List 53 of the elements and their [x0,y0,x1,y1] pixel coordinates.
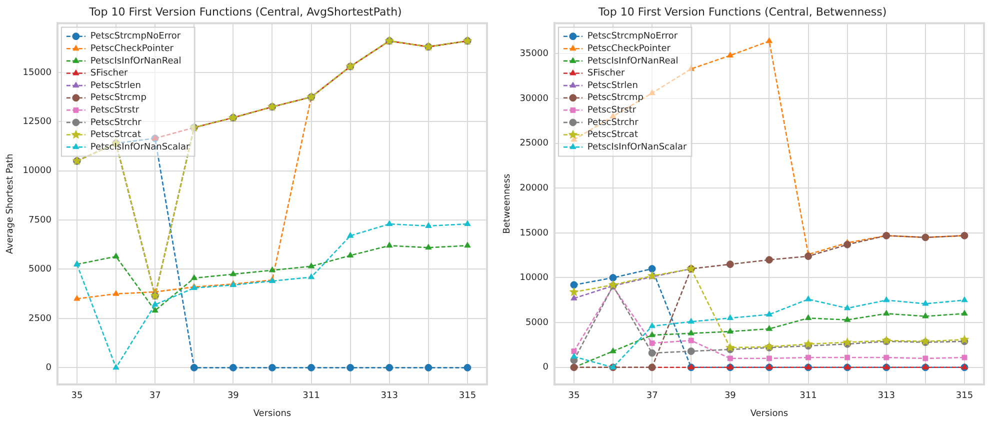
legend-label: PetscStrchr [90,118,142,128]
y-tick-label: 20000 [520,183,549,194]
legend-label: PetscStrstr [90,105,140,116]
x-tick-label: 311 [800,391,817,402]
legend-label: PetscCheckPointer [587,44,671,54]
legend-label: PetscIsInfOrNanReal [90,56,182,66]
legend-label: PetscStrcmpNoError [587,32,678,42]
y-tick-label: 5000 [526,318,549,328]
x-tick-label: 35 [71,391,83,402]
x-tick-label: 315 [458,391,476,402]
legend-label: PetscStrlen [587,80,638,91]
legend-label: PetscStrcat [587,130,638,140]
legend-label: PetscStrcmp [587,93,644,104]
y-tick-label: 0 [46,363,52,374]
y-tick-label: 0 [542,362,549,373]
legend-label: PetscStrstr [587,105,636,116]
legend-label: PetscIsInfOrNanScalar [587,142,688,152]
y-tick-label: 10000 [520,273,549,284]
y-tick-label: 10000 [22,166,52,176]
chart-title: Top 10 First Version Functions (Central, Betwenness) [597,5,887,18]
y-tick-label: 5000 [28,264,52,275]
y-axis-title: Average Shortest Path [6,154,16,254]
y-tick-label: 15000 [520,228,549,238]
chart-title: Top 10 First Version Functions (Central, AvgShortestPath) [88,5,402,18]
x-tick-label: 35 [568,391,580,402]
legend-label: PetscStrcmpNoError [90,32,181,42]
y-tick-label: 25000 [520,138,549,149]
legend-label: PetscIsInfOrNanReal [587,56,678,66]
legend-label: PetscStrcat [90,130,142,140]
y-tick-label: 2500 [28,314,52,324]
legend-label: SFischer [587,68,626,79]
legend-label: PetscStrcmp [90,93,147,104]
y-tick-label: 30000 [520,94,549,104]
y-tick-label: 35000 [520,49,549,60]
x-tick-label: 37 [149,391,161,402]
legend-label: SFischer [90,68,128,79]
x-tick-label: 315 [956,391,974,402]
y-tick-label: 15000 [22,68,52,78]
legend-label: PetscCheckPointer [90,44,174,54]
y-tick-label: 12500 [22,116,52,127]
x-tick-label: 313 [878,391,895,402]
legend-label: PetscIsInfOrNanScalar [90,142,190,152]
x-tick-label: 37 [646,391,658,402]
legend-label: PetscStrchr [587,118,639,128]
x-tick-label: 311 [302,391,320,402]
y-axis-title: Betweenness [502,173,513,234]
x-axis-title: Versions [253,408,292,419]
y-tick-label: 7500 [28,215,52,226]
x-tick-label: 39 [227,391,240,402]
x-tick-label: 313 [380,391,398,402]
legend-label: PetscStrlen [90,80,141,91]
x-axis-title: Versions [750,408,788,419]
x-tick-label: 39 [724,391,736,402]
